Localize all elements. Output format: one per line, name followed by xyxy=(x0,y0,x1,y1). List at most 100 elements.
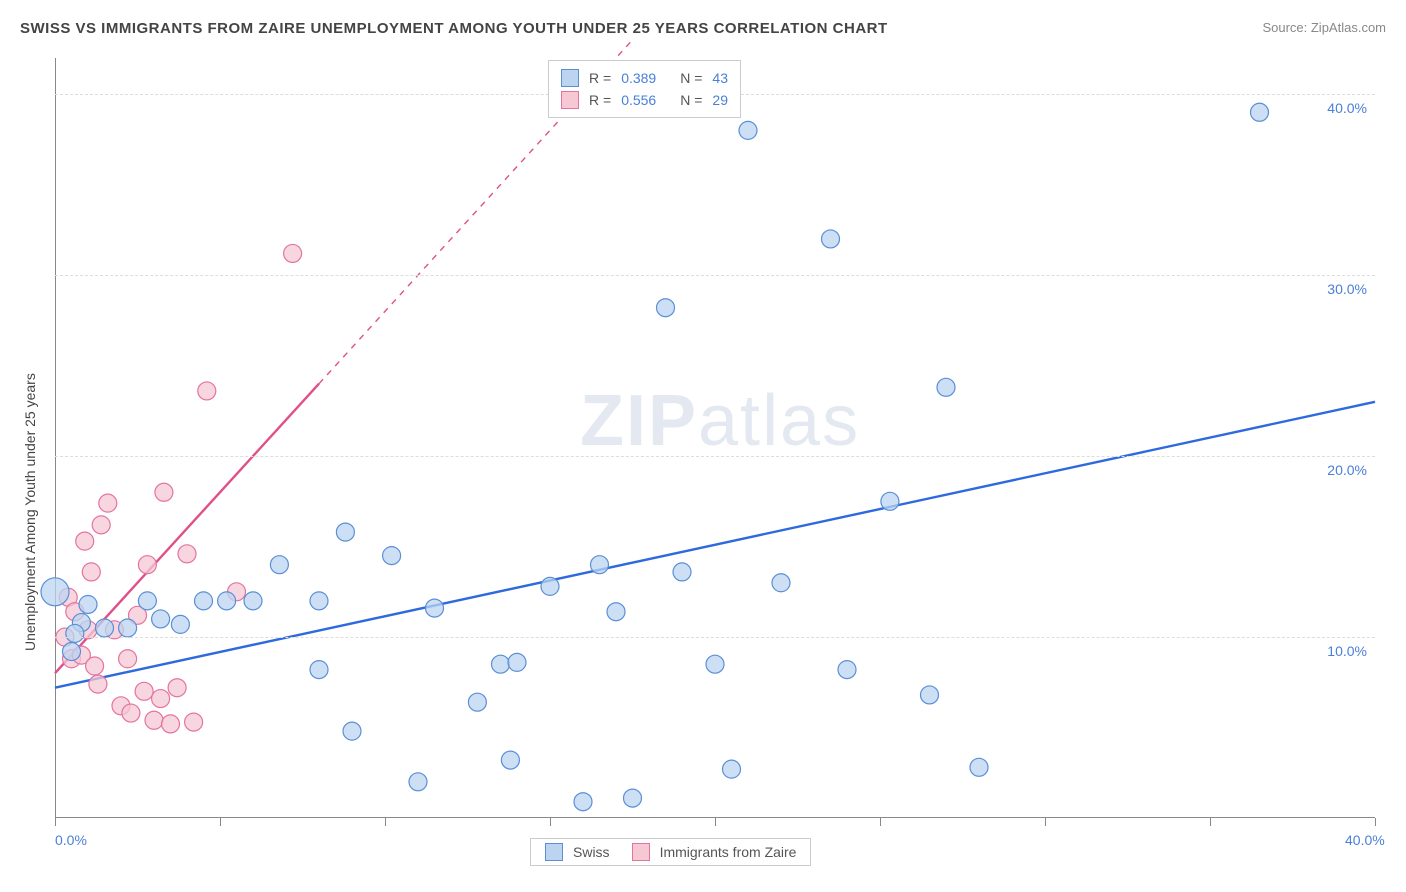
legend-r-label: R = xyxy=(589,89,611,111)
data-point xyxy=(152,610,170,628)
data-point xyxy=(409,773,427,791)
data-point xyxy=(218,592,236,610)
data-point xyxy=(135,682,153,700)
data-point xyxy=(168,679,186,697)
data-point xyxy=(152,690,170,708)
data-point xyxy=(574,793,592,811)
data-point xyxy=(145,711,163,729)
data-point xyxy=(607,603,625,621)
data-point xyxy=(739,121,757,139)
x-tick xyxy=(1210,818,1211,826)
data-point xyxy=(336,523,354,541)
x-tick xyxy=(1375,818,1376,826)
x-tick-label: 40.0% xyxy=(1345,832,1385,848)
legend-n-zaire: 29 xyxy=(712,89,728,111)
gridline xyxy=(55,637,1375,638)
data-point xyxy=(541,577,559,595)
data-point xyxy=(171,615,189,633)
data-point xyxy=(310,661,328,679)
data-point xyxy=(89,675,107,693)
data-point xyxy=(198,382,216,400)
chart-title: SWISS VS IMMIGRANTS FROM ZAIRE UNEMPLOYM… xyxy=(20,20,888,37)
data-point xyxy=(63,643,81,661)
data-point xyxy=(706,655,724,673)
x-tick-label: 0.0% xyxy=(55,832,87,848)
swatch-swiss xyxy=(545,843,563,861)
data-point xyxy=(426,599,444,617)
data-point xyxy=(195,592,213,610)
y-tick-label: 10.0% xyxy=(1327,643,1367,659)
data-point xyxy=(772,574,790,592)
legend-n-label: N = xyxy=(680,67,702,89)
swatch-zaire xyxy=(632,843,650,861)
legend-n-swiss: 43 xyxy=(712,67,728,89)
gridline xyxy=(55,275,1375,276)
data-point xyxy=(82,563,100,581)
data-point xyxy=(937,378,955,396)
data-point xyxy=(92,516,110,534)
data-point xyxy=(657,299,675,317)
swatch-zaire xyxy=(561,91,579,109)
y-axis-label: Unemployment Among Youth under 25 years xyxy=(22,373,38,651)
legend-n-label: N = xyxy=(680,89,702,111)
data-point xyxy=(383,547,401,565)
x-tick xyxy=(715,818,716,826)
x-tick xyxy=(220,818,221,826)
data-point xyxy=(79,595,97,613)
x-tick xyxy=(385,818,386,826)
data-point xyxy=(310,592,328,610)
gridline xyxy=(55,456,1375,457)
data-point xyxy=(508,653,526,671)
source-label: Source: ZipAtlas.com xyxy=(1262,20,1386,35)
data-point xyxy=(66,624,84,642)
data-point xyxy=(270,556,288,574)
x-tick xyxy=(550,818,551,826)
correlation-legend: R = 0.389 N = 43 R = 0.556 N = 29 xyxy=(548,60,741,118)
data-point xyxy=(468,693,486,711)
data-point xyxy=(492,655,510,673)
legend-row-zaire: R = 0.556 N = 29 xyxy=(561,89,728,111)
data-point xyxy=(673,563,691,581)
data-point xyxy=(138,592,156,610)
x-tick xyxy=(880,818,881,826)
data-point xyxy=(96,619,114,637)
data-point xyxy=(122,704,140,722)
data-point xyxy=(921,686,939,704)
data-point xyxy=(41,578,69,606)
chart-svg xyxy=(55,58,1375,818)
y-tick-label: 20.0% xyxy=(1327,462,1367,478)
legend-row-swiss: R = 0.389 N = 43 xyxy=(561,67,728,89)
data-point xyxy=(624,789,642,807)
series-legend: Swiss Immigrants from Zaire xyxy=(530,838,811,866)
plot-area: ZIPatlas 10.0%20.0%30.0%40.0% xyxy=(55,58,1375,818)
x-tick xyxy=(55,818,56,826)
data-point xyxy=(822,230,840,248)
data-point xyxy=(76,532,94,550)
data-point xyxy=(155,483,173,501)
data-point xyxy=(185,713,203,731)
data-point xyxy=(1251,103,1269,121)
data-point xyxy=(138,556,156,574)
data-point xyxy=(99,494,117,512)
data-point xyxy=(284,244,302,262)
data-point xyxy=(501,751,519,769)
x-tick xyxy=(1045,818,1046,826)
data-point xyxy=(162,715,180,733)
legend-r-zaire: 0.556 xyxy=(621,89,656,111)
legend-r-label: R = xyxy=(589,67,611,89)
data-point xyxy=(881,492,899,510)
legend-label-swiss: Swiss xyxy=(573,844,610,860)
data-point xyxy=(178,545,196,563)
data-point xyxy=(723,760,741,778)
y-tick-label: 30.0% xyxy=(1327,281,1367,297)
swatch-swiss xyxy=(561,69,579,87)
data-point xyxy=(86,657,104,675)
data-point xyxy=(343,722,361,740)
data-point xyxy=(591,556,609,574)
data-point xyxy=(244,592,262,610)
data-point xyxy=(970,758,988,776)
legend-r-swiss: 0.389 xyxy=(621,67,656,89)
data-point xyxy=(838,661,856,679)
trend-line xyxy=(55,402,1375,688)
data-point xyxy=(119,650,137,668)
